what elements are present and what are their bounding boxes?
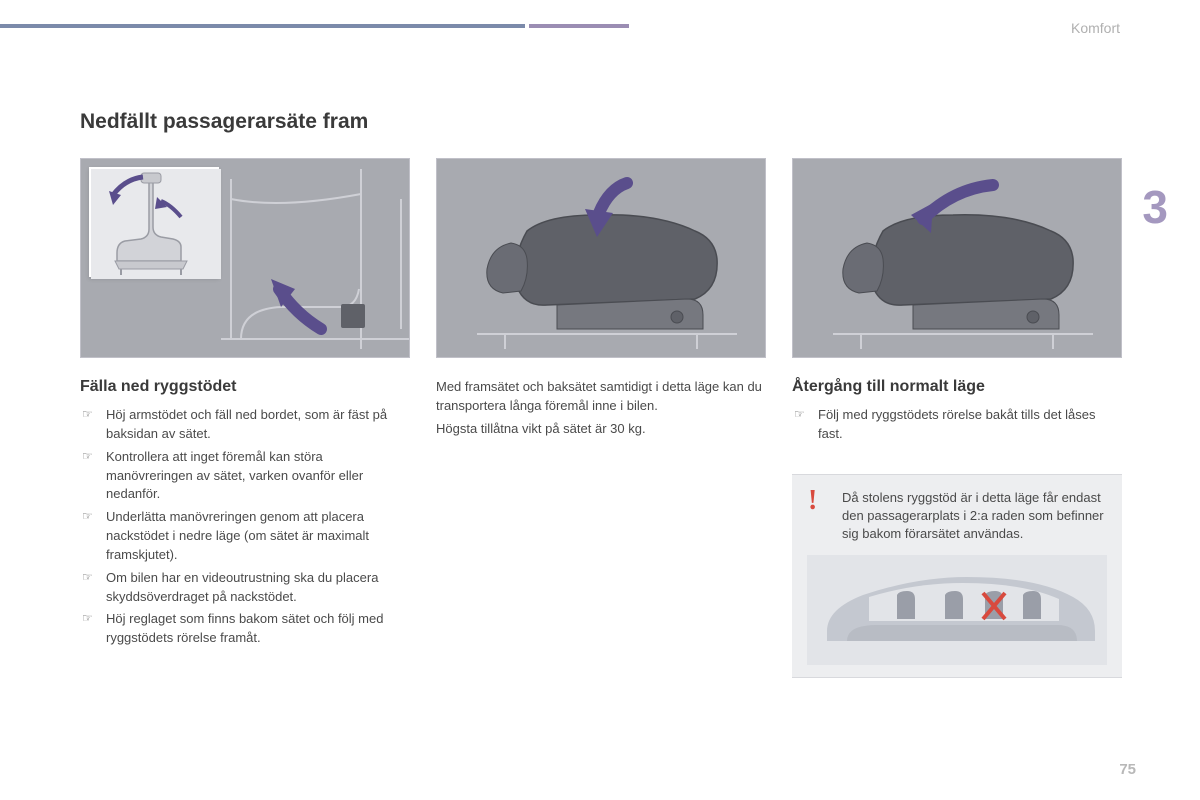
header-rule <box>0 24 629 28</box>
section-label: Komfort <box>1071 20 1120 36</box>
warning-box: ! Då stolens ryggstöd är i detta läge få… <box>792 474 1122 679</box>
list-item: Höj reglaget som finns bakom sätet och f… <box>80 610 410 648</box>
col1-bullets: Höj armstödet och fäll ned bordet, som ä… <box>80 406 410 648</box>
page-number: 75 <box>1119 761 1136 778</box>
header-rule-purple <box>529 24 629 28</box>
illustration-seat-fold-up <box>792 158 1122 358</box>
list-item: Följ med ryggstödets rörelse bakåt tills… <box>792 406 1122 444</box>
column-layout: Fälla ned ryggstödet Höj armstödet och f… <box>80 158 1120 678</box>
list-item: Höj armstödet och fäll ned bordet, som ä… <box>80 406 410 444</box>
col1-subtitle: Fälla ned ryggstödet <box>80 378 410 396</box>
col3-subtitle: Återgång till normalt läge <box>792 378 1122 396</box>
column-1: Fälla ned ryggstödet Höj armstödet och f… <box>80 158 410 678</box>
page-content: Nedfällt passagerarsäte fram <box>80 110 1120 678</box>
col2-text-1: Med framsätet och baksätet samtidigt i d… <box>436 378 766 416</box>
chapter-number: 3 <box>1142 180 1168 234</box>
warning-illustration-car <box>807 555 1107 665</box>
warning-icon: ! <box>808 485 817 517</box>
illustration-seat-fold-down <box>436 158 766 358</box>
illustration-seat-lever <box>80 158 410 358</box>
header-rule-blue <box>0 24 525 28</box>
main-title: Nedfällt passagerarsäte fram <box>80 110 1120 134</box>
col3-bullets: Följ med ryggstödets rörelse bakåt tills… <box>792 406 1122 444</box>
column-2: Med framsätet och baksätet samtidigt i d… <box>436 158 766 678</box>
column-3: Återgång till normalt läge Följ med rygg… <box>792 158 1122 678</box>
list-item: Underlätta manövreringen genom att place… <box>80 508 410 565</box>
warning-text: Då stolens ryggstöd är i detta läge får … <box>842 489 1108 544</box>
list-item: Kontrollera att inget föremål kan störa … <box>80 448 410 505</box>
list-item: Om bilen har en videoutrustning ska du p… <box>80 569 410 607</box>
illustration-inset-seat <box>89 167 219 277</box>
col2-text-2: Högsta tillåtna vikt på sätet är 30 kg. <box>436 420 766 439</box>
